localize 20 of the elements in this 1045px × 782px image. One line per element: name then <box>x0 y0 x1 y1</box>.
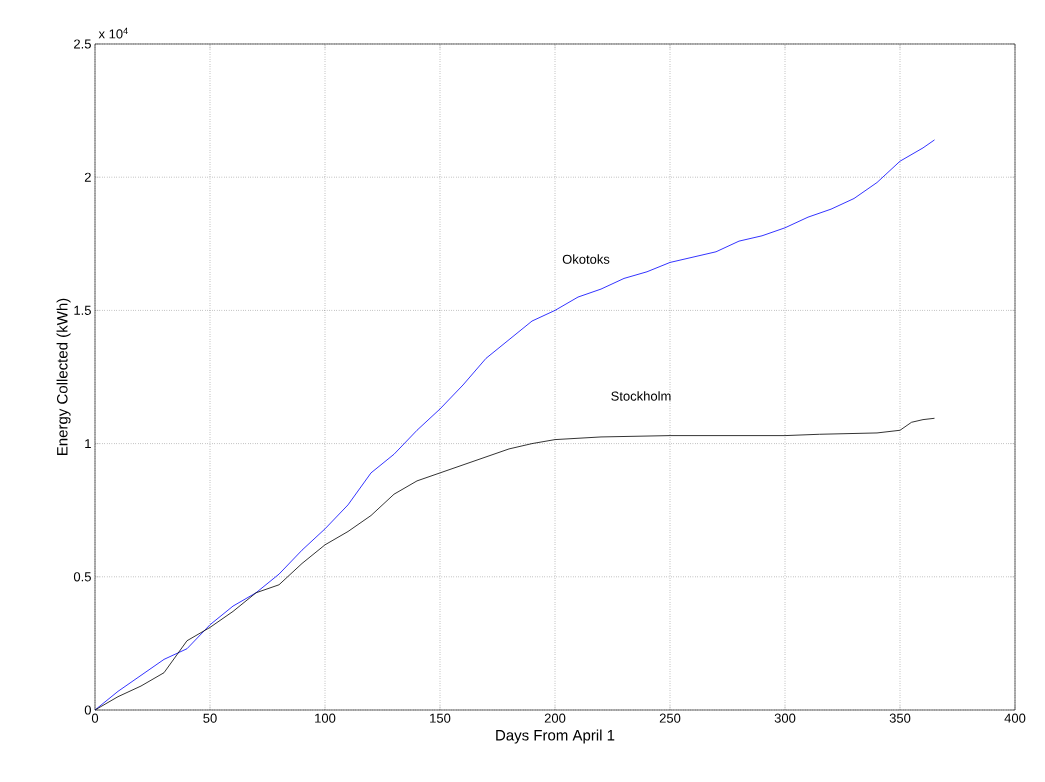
x-tick-label: 250 <box>659 713 681 723</box>
x-axis-title: Days From April 1 <box>496 729 615 744</box>
x-tick-label: 300 <box>774 713 796 723</box>
series-label: Okotoks <box>562 254 610 264</box>
y-tick-label: 2.5 <box>74 39 91 49</box>
x-tick-label: 400 <box>1004 713 1026 723</box>
text: x 10$^{4}$ <box>98 27 128 39</box>
y-tick-label: 1 <box>85 439 91 449</box>
y-tick-label: 2 <box>84 172 91 182</box>
y-tick-label: 0 <box>84 705 91 715</box>
y-tick-label: 0.5 <box>73 572 91 582</box>
y-axis-title: Energy Collected (kWh) <box>56 298 71 455</box>
x-tick-label: 150 <box>430 713 451 723</box>
x-tick-label: 50 <box>203 713 217 723</box>
text: Stockholm <box>611 391 671 401</box>
x-tick-label: 0 <box>91 713 99 723</box>
x-tick-label: 350 <box>889 713 911 723</box>
x-tick-label: 200 <box>544 713 566 723</box>
x-tick-label: 100 <box>315 713 336 723</box>
y-tick-label: 1.5 <box>74 305 91 315</box>
